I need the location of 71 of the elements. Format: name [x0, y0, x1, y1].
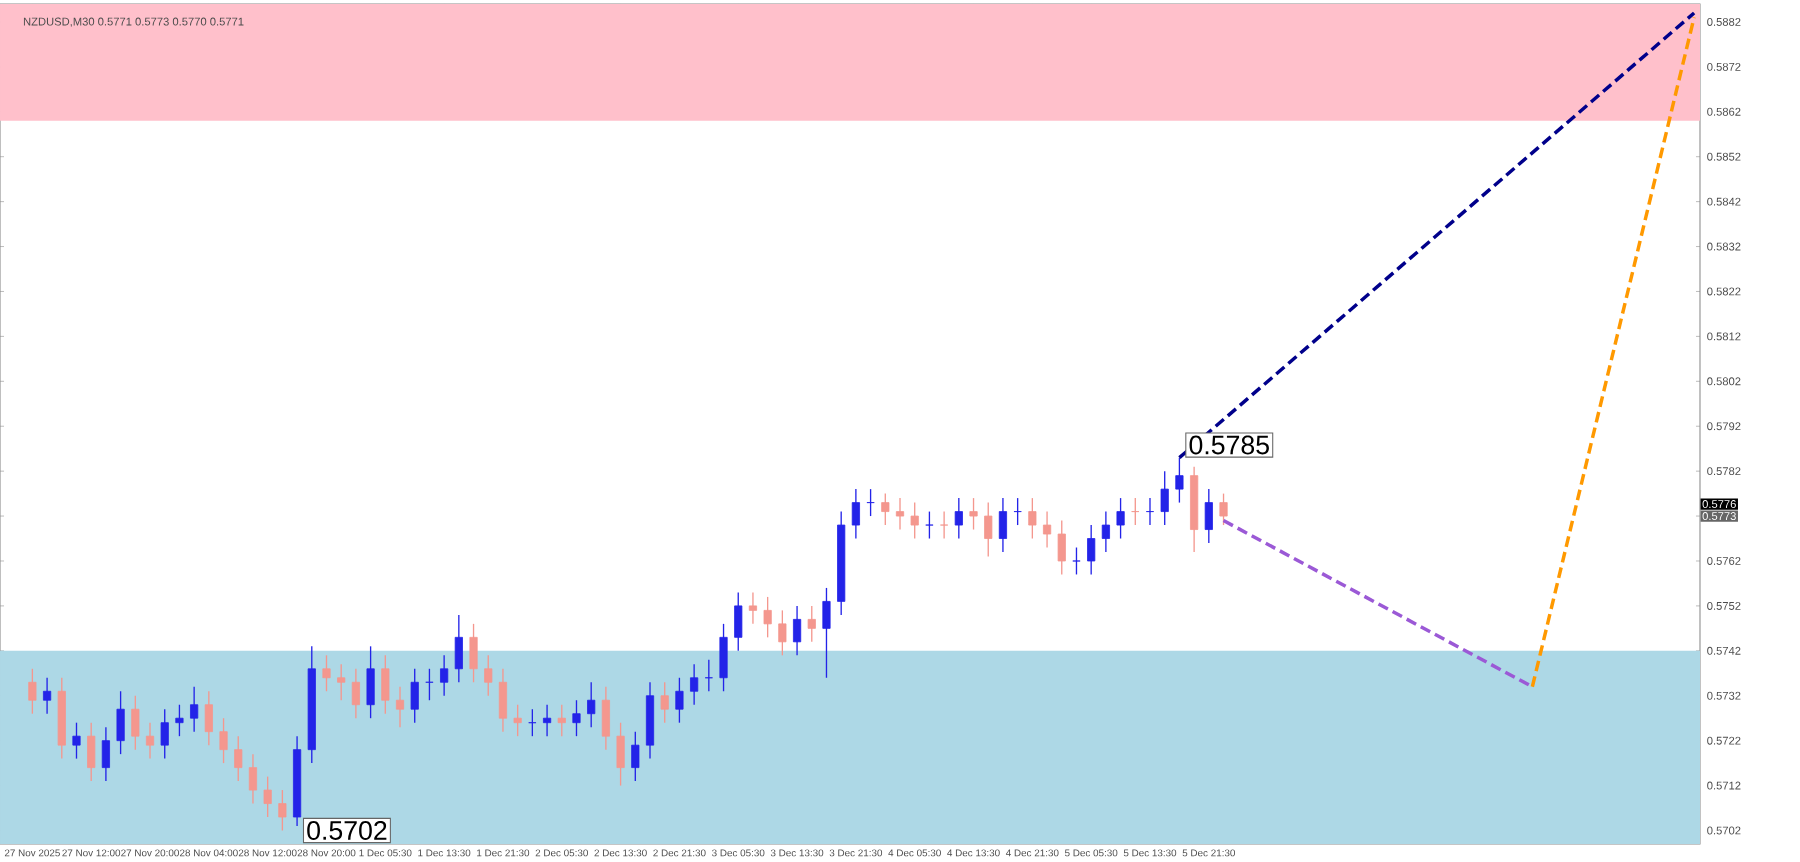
candlestick: [263, 775, 272, 818]
candlestick: [690, 663, 699, 706]
candlestick: [601, 686, 610, 751]
candlestick: [1057, 519, 1066, 576]
candlestick: [940, 510, 949, 540]
candlestick: [219, 717, 228, 764]
candlestick: [116, 690, 125, 755]
candlestick: [513, 704, 522, 737]
annotation: 0.5702: [307, 821, 387, 840]
candlestick: [822, 587, 831, 679]
candlestick: [1028, 497, 1037, 540]
candlestick: [351, 668, 360, 719]
candlestick: [1116, 497, 1125, 540]
candlestick: [748, 591, 758, 625]
candlestick: [1160, 470, 1169, 526]
candlestick: [278, 789, 287, 832]
candlestick: [1101, 510, 1110, 553]
candlestick: [557, 704, 566, 737]
candlestick: [175, 704, 184, 737]
candlestick: [498, 668, 508, 733]
candlestick: [675, 677, 684, 724]
candlestick: [322, 654, 331, 692]
candlestick: [792, 605, 802, 656]
candlestick: [87, 722, 96, 782]
candlestick: [542, 704, 552, 737]
candlestick: [1087, 524, 1096, 576]
candlestick: [1175, 457, 1184, 504]
candlestick: [881, 492, 890, 526]
candlestick: [587, 681, 596, 728]
candlestick: [763, 596, 772, 639]
candlestick: [851, 488, 860, 540]
candlestick: [616, 722, 625, 787]
candlestick: [469, 623, 478, 683]
candlestick: [454, 614, 463, 683]
candlestick: [631, 731, 640, 782]
candlestick: [807, 605, 816, 643]
candlestick: [925, 510, 934, 540]
annotation: 0.5785: [1189, 435, 1269, 455]
candlestick: [734, 591, 743, 652]
candlestick: [234, 735, 243, 782]
candlestick: [101, 726, 110, 782]
candlestick: [395, 686, 405, 728]
candlestick: [145, 722, 155, 760]
candlestick: [1042, 510, 1052, 549]
candlestick: [954, 497, 963, 540]
candlestick: [910, 501, 919, 540]
candlestick: [160, 708, 169, 760]
candlestick: [1204, 488, 1213, 544]
candlestick: [204, 690, 213, 746]
candlestick: [895, 497, 905, 531]
candlestick: [572, 699, 581, 737]
candlestick: [43, 677, 52, 715]
candlestick: [190, 686, 199, 733]
candlestick: [366, 645, 375, 719]
candlestick: [484, 654, 493, 697]
candlestick: [778, 609, 787, 656]
candlestick: [410, 668, 419, 724]
candlestick: [984, 501, 993, 558]
candlestick: [248, 753, 258, 805]
candlestick: [998, 497, 1008, 553]
candlestick: [719, 623, 728, 692]
candlestick: [660, 681, 669, 724]
candlestick: [1219, 492, 1228, 526]
candlestick: [337, 663, 346, 701]
candlestick: [1072, 546, 1081, 576]
candlestick: [28, 668, 37, 715]
candlestick: [381, 654, 390, 715]
candlestick: [72, 722, 81, 760]
candlestick: [969, 497, 978, 531]
candlestick: [131, 695, 140, 751]
candlestick: [440, 654, 449, 697]
